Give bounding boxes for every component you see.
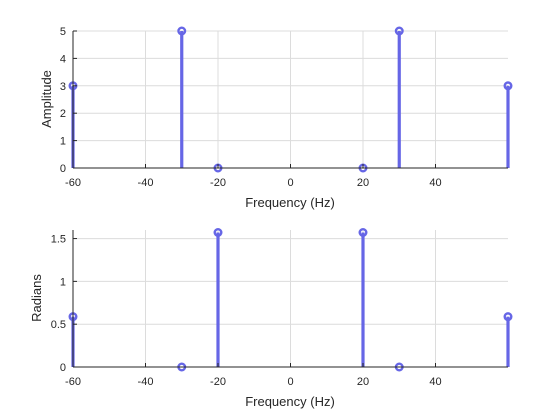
y-tick-label: 0.5: [51, 319, 66, 331]
axes-1: [72, 30, 508, 169]
subplot-radians: -60 -40 -20 0 20 40 0 0.5 1 1.5 Frequency (Hz) R…: [29, 228, 513, 409]
x-tick-label: 0: [287, 376, 293, 388]
stem-marker: [213, 228, 223, 238]
x-tick-label: -60: [65, 177, 81, 189]
x-tick-label: 0: [287, 177, 293, 189]
x-tick-labels-2: -60 -40 -20 0 20 40: [65, 376, 442, 388]
x-axis-label-1: Frequency (Hz): [245, 195, 335, 210]
y-tick-labels-2: 0 0.5 1 1.5: [51, 234, 66, 374]
y-tick-label: 1: [60, 276, 66, 288]
x-axis-label-2: Frequency (Hz): [245, 394, 335, 409]
y-tick-label: 4: [60, 53, 66, 65]
stem-marker: [503, 81, 513, 91]
x-tick-label: -20: [210, 376, 226, 388]
stem-marker: [177, 26, 187, 36]
y-tick-label: 5: [60, 26, 66, 38]
x-tick-label: 40: [429, 177, 441, 189]
y-tick-label: 1.5: [51, 234, 66, 246]
axes-2: [72, 230, 508, 368]
x-tick-label: -20: [210, 177, 226, 189]
x-tick-label: -60: [65, 376, 81, 388]
x-tick-label: 40: [429, 376, 441, 388]
stem-marker: [503, 312, 513, 322]
stem-marker: [358, 228, 368, 238]
y-axis-label-2: Radians: [29, 274, 44, 322]
y-tick-label: 0: [60, 163, 66, 175]
x-tick-label: -40: [138, 177, 154, 189]
y-tick-label: 1: [60, 136, 66, 148]
x-tick-label: 20: [357, 177, 369, 189]
x-tick-label: -40: [138, 376, 154, 388]
y-tick-label: 2: [60, 108, 66, 120]
x-tick-label: 20: [357, 376, 369, 388]
subplot-amplitude: -60 -40 -20 0 20 40 0 1 2 3 4 5 Frequency (Hz) Amp…: [39, 26, 513, 210]
stem-marker: [394, 26, 404, 36]
y-tick-label: 0: [60, 362, 66, 374]
y-tick-label: 3: [60, 81, 66, 93]
x-tick-labels-1: -60 -40 -20 0 20 40: [65, 177, 442, 189]
y-tick-labels-1: 0 1 2 3 4 5: [60, 26, 66, 175]
y-axis-label-1: Amplitude: [39, 70, 54, 128]
stems-2: [68, 228, 513, 372]
